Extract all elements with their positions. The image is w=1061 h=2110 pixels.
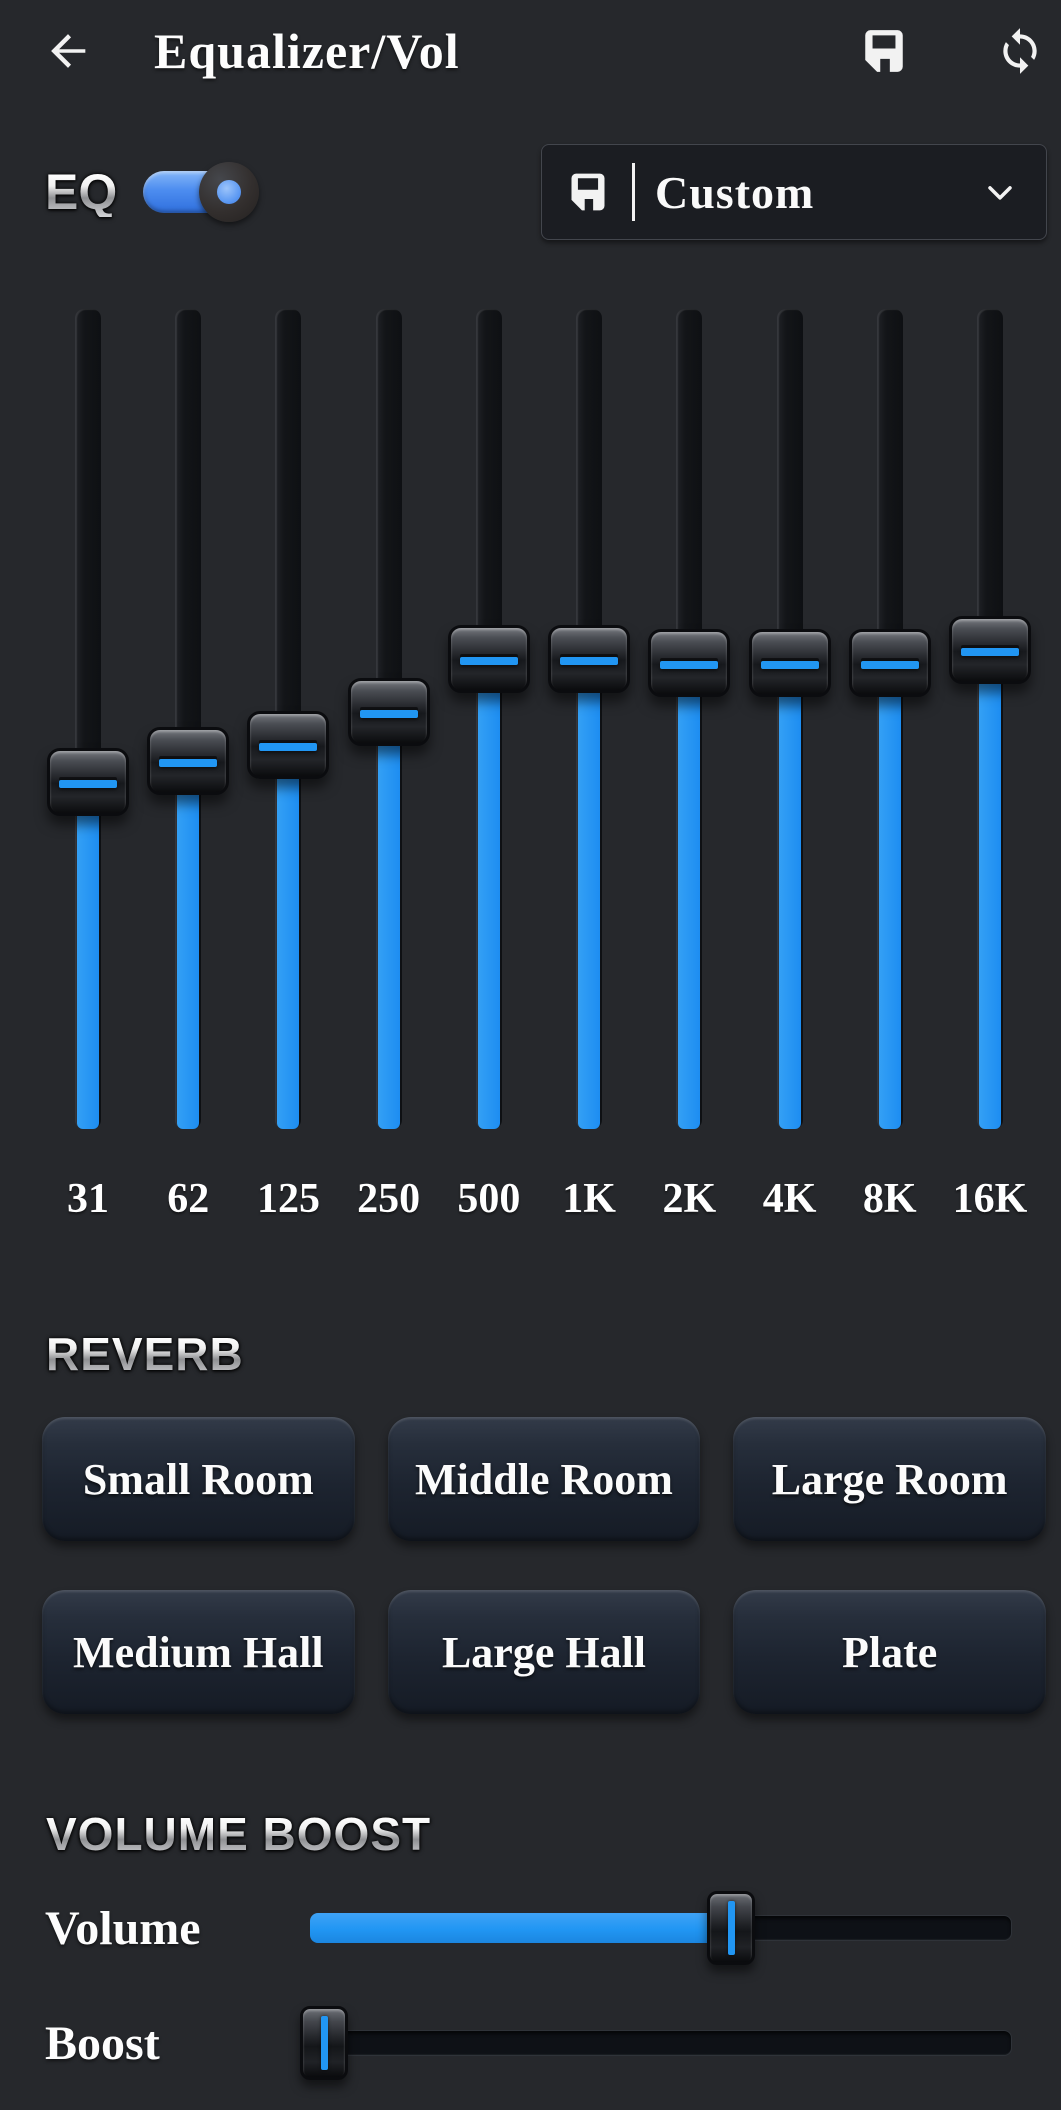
reverb-medium-hall-button[interactable]: Medium Hall [42, 1590, 355, 1714]
page-title: Equalizer/Vol [154, 23, 460, 79]
band-slider[interactable] [47, 309, 129, 1129]
freq-label: 31 [67, 1176, 109, 1222]
eq-label: EQ [45, 164, 118, 220]
slider-thumb[interactable] [948, 616, 1031, 685]
eq-band-8k: 8K [840, 309, 940, 1223]
band-slider[interactable] [147, 309, 230, 1129]
eq-band-1k: 1K [539, 309, 639, 1223]
slider-thumb[interactable] [347, 677, 430, 746]
floppy-disk-icon [859, 26, 909, 76]
reverb-large-room-button[interactable]: Large Room [733, 1417, 1046, 1541]
eq-band-500: 500 [439, 309, 539, 1223]
eq-controls-row: EQ Custom [45, 144, 1047, 240]
eq-band-16k: 16K [940, 309, 1040, 1223]
eq-band-125: 125 [238, 309, 338, 1223]
freq-label: 16K [952, 1176, 1028, 1222]
reverb-large-hall-button[interactable]: Large Hall [387, 1590, 701, 1714]
slider-thumb[interactable] [447, 624, 530, 693]
freq-label: 2K [662, 1176, 717, 1222]
reverb-small-room-button[interactable]: Small Room [42, 1417, 355, 1541]
eq-band-2k: 2K [639, 309, 739, 1223]
freq-label: 1K [562, 1176, 616, 1222]
preset-selected-value: Custom [655, 166, 815, 218]
band-slider[interactable] [648, 309, 731, 1129]
freq-label: 62 [167, 1176, 210, 1222]
toggle-knob [199, 162, 260, 222]
eq-band-62: 62 [138, 309, 238, 1223]
save-button[interactable] [857, 24, 911, 78]
boost-slider[interactable] [300, 2006, 1012, 2080]
slider-thumb[interactable] [848, 628, 931, 697]
band-slider[interactable] [948, 309, 1031, 1129]
freq-label: 4K [762, 1176, 817, 1222]
slider-thumb[interactable] [748, 628, 831, 697]
header: Equalizer/Vol [0, 8, 1061, 94]
freq-label: 500 [457, 1176, 521, 1222]
reverb-middle-room-button[interactable]: Middle Room [387, 1417, 701, 1541]
eq-band-4k: 4K [740, 309, 840, 1223]
volume-boost-section-title: VOLUME BOOST [46, 1811, 1061, 1857]
volume-row: Volume [45, 1891, 1012, 1965]
band-slider[interactable] [848, 309, 931, 1129]
boost-label: Boost [45, 2016, 160, 2070]
reverb-section-title: REVERB [46, 1331, 1061, 1377]
slider-thumb[interactable] [548, 624, 631, 693]
slider-thumb[interactable] [648, 628, 731, 697]
reset-button[interactable] [993, 24, 1047, 78]
boost-row: Boost [45, 2006, 1012, 2080]
arrow-left-icon [42, 25, 94, 77]
freq-label: 125 [256, 1176, 320, 1222]
eq-toggle[interactable] [143, 162, 260, 222]
slider-thumb[interactable] [247, 710, 330, 779]
reverb-plate-button[interactable]: Plate [733, 1590, 1046, 1714]
slider-track [310, 2030, 1012, 2056]
reset-sync-icon [995, 26, 1045, 76]
band-slider[interactable] [447, 309, 530, 1129]
equalizer-bands: 31 62 125 250 500 1K 2K 4K [0, 309, 1061, 1223]
slider-thumb[interactable] [707, 1891, 756, 1965]
freq-label: 250 [357, 1176, 421, 1222]
volume-slider[interactable] [310, 1891, 1012, 1965]
floppy-disk-icon [566, 170, 610, 214]
eq-band-250: 250 [339, 309, 439, 1223]
reverb-buttons: Small Room Middle Room Large Room Medium… [42, 1417, 1046, 1714]
band-slider[interactable] [247, 309, 330, 1129]
eq-band-31: 31 [38, 309, 138, 1223]
volume-label: Volume [45, 1901, 201, 1955]
slider-fill [310, 1913, 732, 1943]
back-button[interactable] [40, 23, 96, 79]
band-slider[interactable] [748, 309, 831, 1129]
divider [632, 163, 635, 221]
slider-thumb[interactable] [147, 727, 230, 796]
preset-dropdown[interactable]: Custom [541, 144, 1047, 240]
band-slider[interactable] [548, 309, 631, 1129]
band-slider[interactable] [347, 309, 430, 1129]
slider-thumb[interactable] [300, 2006, 349, 2080]
slider-thumb[interactable] [47, 747, 129, 816]
chevron-down-icon [980, 172, 1020, 212]
freq-label: 8K [862, 1176, 917, 1222]
